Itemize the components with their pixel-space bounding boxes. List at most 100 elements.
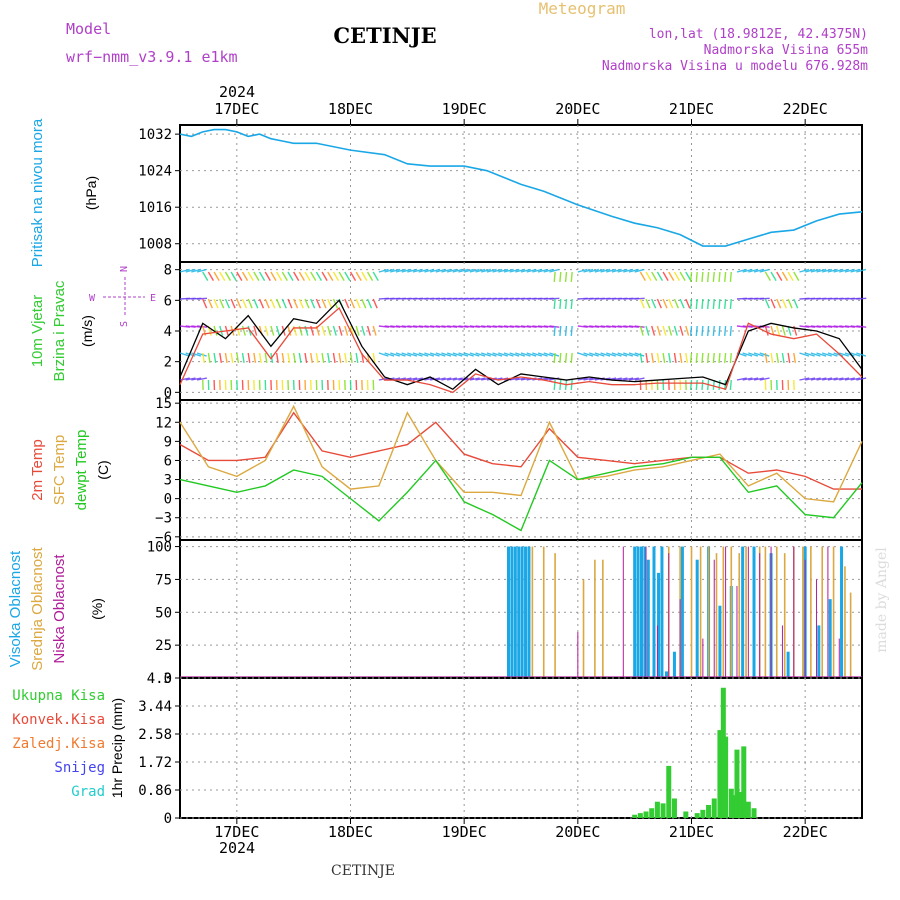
high-cloud-bar	[672, 651, 676, 678]
wind-arrow	[804, 268, 816, 273]
wind-arrow	[446, 352, 457, 357]
wind-arrow	[662, 352, 666, 363]
wind-arrow	[475, 352, 486, 357]
y-tick-label: 0	[164, 811, 172, 827]
temp-line-1	[179, 404, 863, 503]
wind-arrow	[390, 352, 401, 357]
wind-arrow	[600, 352, 611, 357]
y-tick-label: 1.72	[138, 755, 172, 771]
wind-arrow	[366, 325, 371, 336]
x-tick-label-bottom: 22DEC	[783, 823, 828, 841]
wind-arrow	[634, 377, 645, 381]
wind-arrow	[764, 352, 768, 363]
wind-arrow	[509, 377, 520, 381]
wind-arrow	[570, 271, 573, 283]
wind-arrow	[236, 298, 242, 309]
wind-arrow	[520, 352, 531, 357]
wind-arrow	[247, 298, 253, 309]
wind-arrow	[327, 352, 331, 363]
wind-arrow	[748, 377, 759, 381]
wind-arrow	[553, 325, 556, 337]
wind-arrow	[372, 352, 376, 363]
wind-arrow	[753, 352, 764, 357]
year-bottom: 2024	[219, 839, 255, 857]
wind-arrow	[270, 325, 275, 336]
wind-arrow	[253, 352, 257, 363]
wind-arrow	[799, 377, 810, 381]
precip-bar	[654, 801, 660, 818]
wind-arrow	[549, 268, 560, 273]
mid-cloud-bar	[690, 546, 693, 678]
x-tick-label-bottom: 17DEC	[214, 823, 259, 841]
wind-arrow	[435, 268, 446, 273]
wind-arrow	[486, 268, 497, 273]
y-tick-label: 50	[155, 605, 172, 621]
wind-arrow	[634, 297, 645, 300]
wind-arrow	[543, 268, 554, 273]
wind-arrow	[759, 268, 770, 273]
wind-arrow	[207, 298, 213, 309]
temp-2m-axis-title: 2m Temp	[29, 439, 46, 500]
low-cloud-bar	[759, 553, 761, 678]
wind-arrow	[799, 268, 810, 273]
wind-arrow	[515, 268, 526, 273]
wind-arrow	[553, 298, 556, 310]
wind-arrow	[651, 352, 654, 363]
wind-arrow	[564, 325, 568, 337]
wind-arrow	[742, 377, 753, 381]
wind-arrow	[355, 325, 360, 336]
wind-arrow	[515, 377, 526, 381]
low-cloud-bar	[713, 559, 715, 678]
wind-arrow	[258, 298, 265, 309]
wind-arrow	[344, 352, 348, 363]
wind-arrow	[372, 271, 379, 282]
wind-arrow	[668, 352, 672, 363]
wind-arrow	[253, 271, 260, 282]
wind-arrow	[441, 377, 452, 381]
wind-arrow	[247, 271, 254, 282]
wind-arrow	[787, 352, 791, 363]
wind-arrow	[759, 352, 770, 357]
y-tick-label: 3	[164, 473, 172, 489]
wind-arrow	[207, 352, 211, 363]
wind-arrow	[463, 352, 474, 357]
wind-arrow	[253, 325, 258, 336]
wind-arrow	[770, 352, 774, 363]
precip-bar	[745, 801, 751, 818]
wind-arrow	[191, 268, 202, 273]
precip-bar	[649, 808, 655, 818]
wind-arrow	[327, 271, 334, 282]
wind-arrow	[349, 325, 354, 336]
wind-arrow	[570, 298, 573, 310]
wind-panel: 8 6 4 2 0 W E N S	[89, 261, 867, 401]
mid-cloud-bar	[602, 559, 604, 678]
high-cloud-bar	[680, 546, 684, 678]
high-cloud-bar	[817, 625, 821, 678]
wind-arrow	[856, 352, 867, 357]
high-cloud-bar	[646, 559, 650, 678]
high-cloud-bar	[652, 546, 656, 678]
y-tick-label: 3.44	[138, 699, 172, 715]
mid-cloud-bar	[594, 559, 596, 678]
wind-arrow	[401, 352, 412, 357]
precip-bar	[643, 811, 649, 818]
wind-arrow	[695, 379, 698, 391]
wind-arrow	[673, 298, 680, 309]
wind-arrow	[349, 271, 357, 282]
y-tick-label: 75	[155, 572, 172, 588]
wind-arrow	[344, 298, 350, 309]
precip-bar	[734, 749, 740, 818]
wind-arrow	[617, 377, 628, 381]
wind-arrow	[407, 352, 418, 357]
wind-arrow	[219, 352, 223, 363]
wind-arrow	[264, 271, 271, 282]
wind-arrow	[520, 268, 531, 273]
wind-arrow	[191, 352, 202, 357]
wind-arrow	[570, 325, 573, 337]
wind-arrow	[787, 271, 794, 282]
wind-arrow	[446, 268, 457, 273]
wind-arrow	[559, 271, 562, 283]
wind-arrow	[213, 298, 219, 309]
y-tick-label: 8	[164, 263, 172, 279]
wind-arrow	[230, 298, 236, 309]
